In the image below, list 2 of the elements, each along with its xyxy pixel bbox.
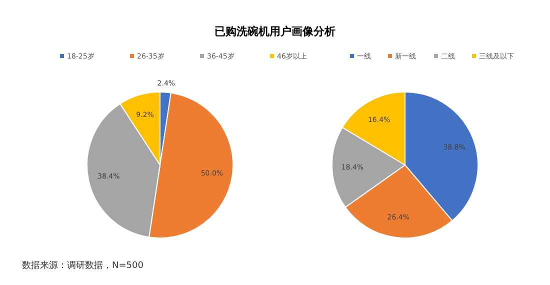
source-note: 数据来源：调研数据，N=500 — [22, 260, 144, 271]
chart-title: 已购洗碗机用户画像分析 — [214, 25, 336, 38]
